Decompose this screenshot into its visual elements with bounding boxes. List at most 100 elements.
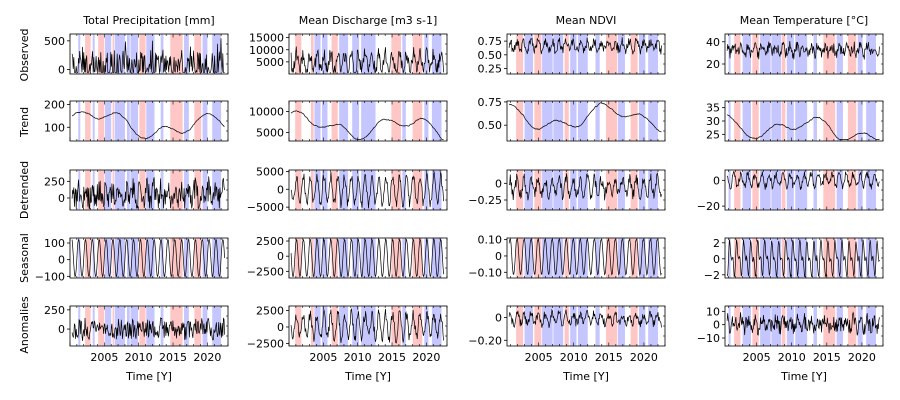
band-wet-10 [617, 34, 625, 74]
series-line-precip-observed [71, 38, 225, 74]
band-wet-13 [857, 34, 863, 74]
band-wet-11 [836, 170, 843, 210]
xtick-label: 2015 [159, 351, 187, 364]
band-wet-2 [742, 34, 751, 74]
band-dry-0 [295, 101, 302, 141]
band-dry-1 [310, 34, 314, 74]
band-dry-9 [606, 170, 618, 210]
band-dry-14 [194, 101, 202, 141]
band-dry-6 [781, 238, 786, 278]
band-dry-5 [112, 34, 114, 74]
ytick-label: 25 [706, 128, 720, 141]
ytick-label: 2500 [256, 235, 284, 248]
band-wet-11 [160, 101, 164, 141]
ytick-label: 0.75 [478, 96, 503, 109]
band-wet-16 [212, 34, 222, 74]
ytick-label: 0 [277, 250, 284, 263]
band-wet-14 [866, 238, 876, 278]
ytick-label: 100 [44, 237, 65, 250]
row-labels: Observed Trend Detrended Seasonal Anomal… [18, 29, 31, 354]
band-wet-10 [617, 101, 625, 141]
panel-precip-anomalies: 0 250 2005 2010 2015 2020 Time [Y] [44, 304, 229, 383]
band-dry-1 [310, 238, 314, 278]
band-wet-3 [542, 238, 553, 278]
ytick-label: 0 [495, 311, 502, 324]
band-wet-9 [402, 170, 406, 210]
band-dry-10 [823, 170, 836, 210]
ytick-label: 10 [706, 305, 720, 318]
chart-column-precip: Total Precipitation [mm]05001002000250−1… [35, 14, 229, 383]
ytick-label: 0 [495, 250, 502, 263]
ytick-label: −2 [704, 269, 720, 282]
band-wet-5 [771, 101, 782, 141]
band-dry-11 [630, 101, 638, 141]
panel-temp-detrended: −20 0 [697, 169, 884, 213]
series-line-discharge-trend [290, 110, 444, 140]
band-wet-9 [813, 306, 817, 346]
xtick-label: 2020 [193, 351, 221, 364]
ytick-label: 30 [706, 115, 720, 128]
band-wet-13 [857, 306, 863, 346]
band-wet-9 [402, 238, 406, 278]
band-dry-5 [112, 238, 114, 278]
band-dry-12 [847, 170, 857, 210]
ytick-label: 0.10 [478, 234, 503, 247]
band-dry-11 [630, 238, 638, 278]
band-dry-10 [412, 238, 423, 278]
band-wet-4 [760, 306, 771, 346]
band-wet-5 [339, 238, 349, 278]
band-dry-5 [112, 101, 114, 141]
band-dry-4 [331, 238, 338, 278]
band-dry-12 [170, 306, 183, 346]
band-dry-4 [331, 34, 338, 74]
band-wet-9 [813, 101, 817, 141]
band-dry-3 [98, 34, 105, 74]
band-wet-4 [105, 306, 112, 346]
band-dry-0 [516, 170, 524, 210]
band-wet-13 [184, 101, 189, 141]
panel-discharge-seasonal: −2500 0 2500 [247, 235, 448, 279]
band-wet-4 [553, 306, 564, 346]
band-dry-4 [331, 306, 338, 346]
band-wet-9 [813, 34, 817, 74]
band-wet-0 [728, 170, 731, 210]
band-wet-10 [146, 101, 155, 141]
xtick-label: 2020 [848, 351, 876, 364]
series-line-discharge-seasonal [290, 238, 444, 278]
band-wet-4 [553, 170, 564, 210]
band-wet-1 [524, 306, 533, 346]
series-line-precip-trend [71, 111, 225, 139]
band-wet-11 [424, 306, 429, 346]
band-dry-3 [98, 101, 105, 141]
ytick-label: 0.25 [478, 63, 503, 76]
band-wet-11 [836, 238, 843, 278]
band-wet-6 [352, 101, 360, 141]
panel-discharge-trend: 5000 10000 [249, 100, 448, 142]
band-dry-12 [170, 34, 183, 74]
band-wet-6 [352, 34, 360, 74]
band-wet-15 [202, 238, 208, 278]
band-wet-13 [648, 34, 658, 74]
band-wet-9 [402, 306, 406, 346]
band-wet-7 [786, 238, 794, 278]
band-wet-4 [105, 101, 112, 141]
band-wet-1 [524, 34, 533, 74]
band-dry-1 [85, 34, 91, 74]
band-wet-2 [314, 306, 321, 346]
ytick-label: 0 [713, 253, 720, 266]
ytick-label: 0.50 [478, 119, 503, 132]
band-wet-15 [202, 306, 208, 346]
ytick-label: 15000 [249, 32, 284, 45]
band-wet-8 [595, 170, 600, 210]
band-dry-3 [752, 306, 759, 346]
row-label-detrended: Detrended [18, 161, 31, 219]
band-dry-6 [781, 170, 786, 210]
band-wet-16 [212, 238, 222, 278]
band-dry-9 [606, 101, 618, 141]
band-wet-11 [160, 34, 164, 74]
band-wet-2 [92, 34, 95, 74]
ytick-label: 0 [58, 63, 65, 76]
band-dry-9 [139, 170, 146, 210]
